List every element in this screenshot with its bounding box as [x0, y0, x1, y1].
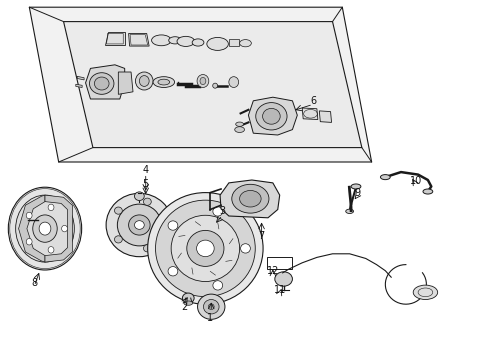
Ellipse shape	[33, 215, 57, 242]
Ellipse shape	[155, 200, 255, 297]
Polygon shape	[319, 111, 331, 122]
Ellipse shape	[412, 285, 437, 300]
Text: 6: 6	[309, 96, 315, 106]
Ellipse shape	[212, 207, 222, 216]
Ellipse shape	[197, 294, 224, 319]
Polygon shape	[228, 39, 238, 46]
Ellipse shape	[274, 272, 292, 286]
Ellipse shape	[350, 184, 360, 189]
Ellipse shape	[151, 35, 171, 46]
Ellipse shape	[128, 215, 150, 235]
Ellipse shape	[208, 304, 214, 310]
Ellipse shape	[114, 207, 122, 214]
Ellipse shape	[212, 281, 222, 290]
Ellipse shape	[168, 221, 178, 230]
Ellipse shape	[161, 221, 169, 229]
Ellipse shape	[39, 222, 51, 235]
Ellipse shape	[177, 36, 194, 46]
Ellipse shape	[61, 225, 67, 232]
Text: 5: 5	[142, 179, 148, 189]
Polygon shape	[128, 33, 149, 46]
Ellipse shape	[200, 77, 205, 85]
Ellipse shape	[380, 175, 389, 180]
Ellipse shape	[143, 245, 151, 252]
Ellipse shape	[134, 192, 144, 201]
Text: 9: 9	[353, 188, 359, 198]
Text: 10: 10	[408, 176, 421, 186]
Ellipse shape	[231, 184, 268, 213]
Ellipse shape	[228, 77, 238, 87]
Ellipse shape	[239, 190, 261, 207]
Ellipse shape	[106, 193, 172, 257]
Ellipse shape	[139, 76, 149, 86]
Text: 12: 12	[266, 266, 279, 276]
Ellipse shape	[16, 195, 74, 262]
Text: 1: 1	[207, 312, 213, 323]
Ellipse shape	[135, 72, 153, 90]
Ellipse shape	[48, 204, 54, 211]
Text: 11: 11	[273, 285, 285, 295]
Ellipse shape	[26, 238, 32, 245]
Polygon shape	[19, 195, 45, 262]
Polygon shape	[85, 65, 124, 99]
Ellipse shape	[153, 77, 174, 87]
Text: 4: 4	[142, 165, 148, 175]
Ellipse shape	[212, 83, 217, 88]
Ellipse shape	[186, 230, 224, 266]
Ellipse shape	[158, 79, 169, 85]
Ellipse shape	[89, 73, 114, 94]
Ellipse shape	[234, 127, 244, 132]
Ellipse shape	[114, 236, 122, 243]
Ellipse shape	[26, 212, 32, 219]
Ellipse shape	[196, 240, 214, 257]
Ellipse shape	[182, 293, 194, 303]
Ellipse shape	[192, 39, 203, 46]
Ellipse shape	[171, 215, 239, 282]
Polygon shape	[105, 32, 124, 45]
Ellipse shape	[8, 187, 81, 270]
Ellipse shape	[94, 77, 109, 90]
Ellipse shape	[197, 75, 208, 87]
Ellipse shape	[134, 221, 144, 229]
Ellipse shape	[143, 198, 151, 205]
Ellipse shape	[235, 122, 243, 126]
Polygon shape	[63, 22, 361, 148]
Ellipse shape	[206, 37, 228, 50]
Polygon shape	[220, 180, 279, 218]
Polygon shape	[77, 76, 84, 80]
Ellipse shape	[203, 300, 219, 314]
Polygon shape	[248, 97, 297, 135]
Ellipse shape	[262, 108, 280, 124]
Ellipse shape	[422, 189, 432, 194]
Text: 3: 3	[219, 206, 225, 216]
Text: 8: 8	[31, 278, 37, 288]
Ellipse shape	[240, 244, 250, 253]
Text: 2: 2	[182, 302, 187, 312]
Ellipse shape	[117, 204, 161, 246]
Ellipse shape	[345, 209, 353, 213]
Text: 7: 7	[258, 231, 264, 241]
Ellipse shape	[168, 37, 181, 44]
Ellipse shape	[147, 193, 263, 304]
Polygon shape	[29, 7, 371, 162]
Ellipse shape	[183, 301, 192, 305]
Ellipse shape	[48, 247, 54, 253]
Ellipse shape	[239, 40, 251, 47]
Ellipse shape	[168, 266, 178, 276]
Ellipse shape	[255, 103, 286, 130]
Polygon shape	[45, 195, 72, 262]
Polygon shape	[76, 84, 82, 87]
Polygon shape	[118, 72, 133, 94]
Polygon shape	[302, 108, 317, 120]
